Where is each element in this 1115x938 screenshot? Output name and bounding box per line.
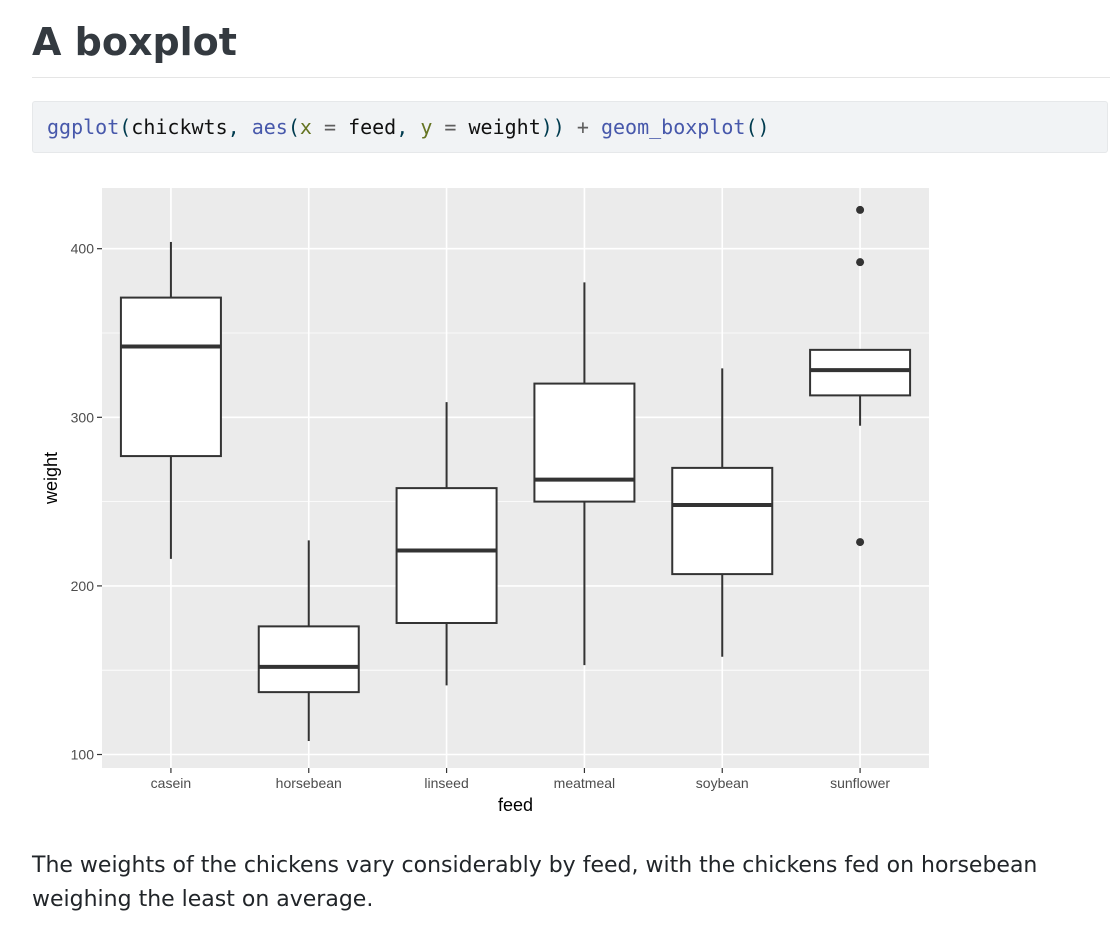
box-linseed (395, 487, 498, 624)
code-token: aes (251, 115, 288, 139)
box-soybean (671, 466, 774, 576)
box-casein (119, 296, 222, 458)
box-horsebean (257, 625, 360, 694)
x-tick-label: linseed (424, 775, 468, 791)
code-block: ggplot(chickwts, aes(x = feed, y = weigh… (32, 101, 1108, 153)
y-tick-label: 300 (71, 409, 95, 425)
heading-divider (32, 77, 1110, 78)
caption-paragraph: The weights of the chickens vary conside… (32, 853, 1038, 912)
outlier-point (856, 205, 865, 214)
section-heading: A boxplot (32, 20, 237, 64)
code-token: geom_boxplot (600, 115, 746, 139)
x-tick-label: horsebean (276, 775, 342, 791)
code-token: ( (119, 115, 132, 139)
x-tick-label: soybean (696, 775, 749, 791)
code-token: + (564, 115, 601, 139)
x-tick-label: meatmeal (554, 775, 615, 791)
code-token: )) (540, 115, 565, 139)
box-meatmeal (533, 382, 636, 503)
outlier-point (856, 538, 865, 547)
y-tick-label: 400 (71, 241, 95, 257)
x-tick-label: casein (151, 775, 191, 791)
plot-panel (102, 188, 929, 768)
box-sunflower (809, 348, 912, 397)
code-token: chickwts (131, 115, 228, 139)
boxplot-chart: 100 200 300 400 casein horsebean linseed meatme… (41, 188, 929, 815)
code-token: , (396, 115, 421, 139)
code-token: = (311, 115, 349, 139)
code-token: ggplot (47, 115, 120, 139)
code-token: x (299, 115, 312, 139)
code-token: weight (468, 115, 541, 139)
x-tick-label: sunflower (830, 775, 890, 791)
y-axis-title: weight (41, 452, 61, 505)
outlier-point (856, 258, 865, 267)
code-token: () (745, 115, 770, 139)
y-tick-label: 200 (71, 578, 95, 594)
code-token: feed (348, 115, 397, 139)
code-line: ggplot(chickwts, aes(x = feed, y = weigh… (47, 114, 770, 140)
code-token: = (432, 115, 469, 139)
x-axis-title: feed (498, 795, 533, 815)
code-token: ( (287, 115, 300, 139)
y-tick-label: 100 (71, 747, 95, 763)
code-token: , (227, 115, 252, 139)
code-token: y (420, 115, 433, 139)
